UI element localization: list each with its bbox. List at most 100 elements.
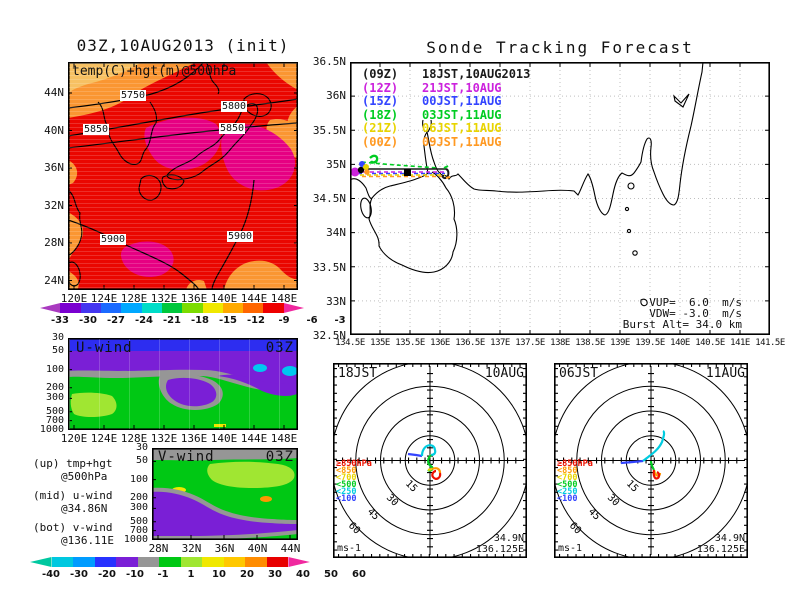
legend-jst-time: 00JST,11AUG [422,94,502,108]
legend-jst-time: 06JST,11AUG [422,121,502,135]
x-tick-label: 128E [120,432,148,445]
pressure-tick-label: 100 [129,474,148,485]
hodograph-level-legend: ≥850hPa <850 <700 <500 <250 <100 [557,460,593,504]
hodograph-date: 10AUG [484,366,524,381]
y-tick-label: 40N [44,123,64,137]
level-entry: <500 [557,479,578,490]
hodograph-lat: 34.9N [714,533,745,544]
sonde-params: VUP= 6.0 m/s VDW= -3.0 m/s Burst Alt= 34.0… [542,297,742,330]
pressure-tick-label: 30 [135,442,148,453]
temp-colorbar-labels: -33 -30 -27 -24 -21 -18 -15 -12 -9 -6 -3 [46,315,346,326]
pressure-tick-label: 500 [129,516,148,527]
colorbar-segment [94,557,117,567]
colorbar-segment [40,303,61,313]
taiwan-coast [68,261,81,287]
colorbar-segment [141,303,162,313]
colorbar-tick: -21 [162,315,182,326]
colorbar-segment [80,303,101,313]
colorbar-tick: -27 [106,315,126,326]
uwind-yellow-speck [214,424,226,427]
x-tick-label: 132E [150,432,178,445]
island-oshima [627,182,635,190]
sonde-map-border [350,62,770,335]
note-head: (bot) v-wind [33,521,113,534]
level-entry: ≥850hPa [336,459,372,469]
colorbar-segment [30,557,52,567]
x-tick-label: 140.5E [695,338,725,348]
contour-label: 5800 [221,101,248,112]
hodograph-lon: 136.125E [475,544,524,555]
kii-peninsula-coast [368,171,458,274]
kyushu-coast [138,174,162,201]
legend-utc-time: (09Z) [362,67,399,81]
pressure-tick-label: 50 [135,455,148,466]
colorbar-segment [159,557,181,567]
temp-map-title: 03Z,10AUG2013 (init) [76,36,290,55]
x-tick-label: 136E [430,338,450,348]
awaji-island [360,197,372,219]
vwind-border [152,448,298,540]
x-tick-label: 36N [214,542,235,555]
legend-utc-time: (15Z) [362,94,399,108]
hodograph-rings [333,363,527,558]
colorbar-tick: -20 [97,569,117,580]
colorbar-tick: -40 [41,569,61,580]
colorbar-segment [137,557,160,567]
panel-notes: (up) tmp+hgt @500hPa (mid) u-wind @34.86… [33,457,143,553]
uwind-purple-core [166,377,217,407]
sonde-param-line: Burst Alt= 34.0 km [622,318,742,331]
vwind-orange-patch [260,496,272,502]
pressure-tick-label: 700 [129,525,148,536]
colorbar-segment [222,303,244,313]
colorbar-tick: -18 [190,315,210,326]
island-small-2 [626,228,632,234]
x-tick-label: 148E [270,292,298,305]
y-tick-label: 32N [44,198,64,212]
hodograph-lon: 136.125E [696,544,745,555]
colorbar-tick: -15 [218,315,238,326]
vwind-axis-ticks [152,460,291,540]
colorbar-segment [100,303,122,313]
x-tick-label: 148E [270,432,298,445]
note-sub: @34.86N [61,502,108,515]
contour-label: 5900 [227,231,254,242]
colorbar-segment [121,303,142,313]
y-tick-label: 36N [44,161,64,175]
temp-magenta-regions [120,117,296,278]
sonde-forecast-legend: (09Z) 18JST,10AUG2013 (12Z) 21JST,10AUG (15Z… [362,67,530,150]
legend-row: (09Z) 18JST,10AUG2013 [362,67,530,82]
hokkaido-coast [243,93,272,117]
x-tick-label: 141.5E [755,338,785,348]
x-tick-label: 139.5E [635,338,665,348]
temp-map-border [68,62,298,290]
colorbar-segment [116,557,138,567]
x-tick-label: 32N [181,542,202,555]
level-entry: <700 [557,472,578,483]
wind-colorbar-labels: -40 -30 -20 -10 -1 1 10 20 30 40 50 60 [37,569,366,580]
contour-label: 5900 [100,234,127,245]
x-tick-label: 124E [90,432,118,445]
vwind-lightgreen-patch [207,461,295,488]
uwind-blue-top-band [68,338,298,351]
landing-21z [363,164,369,170]
vwind-time-label: 03Z [265,449,294,465]
contour-5900-east [211,179,255,290]
sonde-y-axis: 36.5N 36N 35.5N 35N 34.5N 34N 33.5N 33N 32.5N [308,56,346,341]
legend-jst-time: 03JST,11AUG [422,107,502,122]
y-tick-label: 34.5N [312,192,346,205]
level-entry: <100 [557,493,578,504]
hodograph-trace [407,444,442,480]
uwind-cyan-patch-2 [282,366,298,376]
pressure-tick-label: 30 [51,332,64,343]
vwind-label: V-wind [158,449,215,465]
note-group: (up) tmp+hgt @500hPa [33,457,143,483]
legend-row: (00Z) 09JST,11AUG [362,135,530,150]
x-tick-label: 137.5E [515,338,545,348]
pressure-tick-label: 500 [45,406,64,417]
pressure-tick-label: 300 [129,502,148,513]
colorbar-tick: 50 [324,569,338,580]
hodograph-rings [554,363,748,558]
x-tick-label: 144E [240,432,268,445]
wind-colorbar [30,557,310,567]
